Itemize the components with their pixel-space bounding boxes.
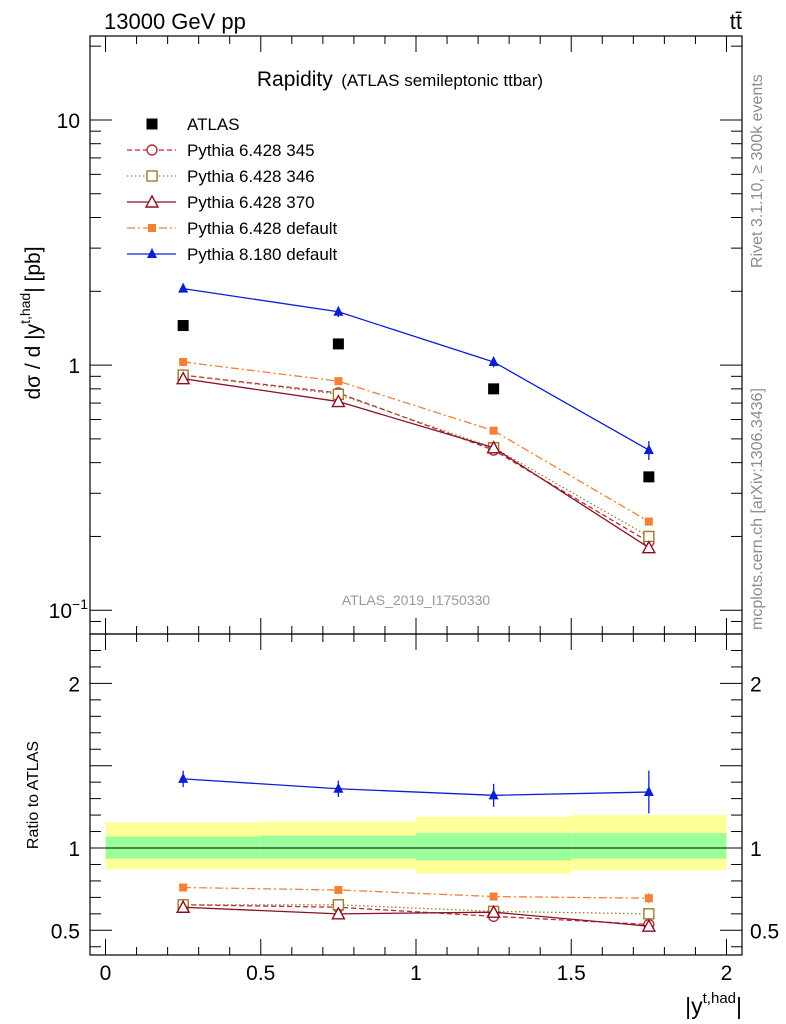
legend-marker-pythia-6-428-370 (144, 194, 160, 208)
legend-marker-pythia-8-180-default (147, 248, 157, 258)
point-atlas (643, 471, 655, 483)
x-tick-label: 0 (100, 962, 112, 985)
ratio-panel: 0 0.5 1 1.5 2 0.5 0.5 1 1 2 2 (51, 633, 779, 985)
legend-label-atlas: ATLAS (187, 115, 240, 134)
point-pythia-6-428-370 (175, 899, 191, 913)
series-line-pythia-8-180-default (183, 288, 650, 451)
point-pythia-6-428-370 (486, 904, 501, 918)
point-pythia-6-428-default (179, 883, 188, 892)
y-tick-label: 1 (68, 355, 80, 378)
ratio-y-axis-label: Ratio to ATLAS (25, 741, 42, 849)
analysis-watermark: ATLAS_2019_I1750330 (342, 592, 491, 608)
point-atlas (177, 320, 189, 332)
legend-label-pythia-6-428-346: Pythia 6.428 346 (187, 167, 315, 186)
point-atlas (488, 383, 500, 395)
point-pythia-6-428-346 (643, 908, 655, 920)
mcplots-label: mcplots.cern.ch [arXiv:1306.3436] (749, 388, 766, 630)
point-atlas (332, 338, 344, 350)
x-tick-label: 1.5 (557, 962, 586, 985)
point-pythia-8-180-default (488, 355, 499, 366)
ratio-y-tick-label-right: 2 (750, 673, 762, 696)
legend-label-pythia-6-428-default: Pythia 6.428 default (187, 219, 338, 238)
point-pythia-6-428-370 (486, 440, 501, 454)
energy-label: 13000 GeV pp (104, 9, 246, 34)
rivet-label: Rivet 3.1.10, ≥ 300k events (749, 74, 766, 268)
x-axis-label: |yt,had| (685, 990, 742, 1019)
point-pythia-6-428-default (489, 426, 498, 435)
series-line-pythia-8-180-default (183, 778, 649, 796)
series-line-pythia-6-428-346 (183, 904, 649, 915)
point-pythia-6-428-default (334, 885, 343, 894)
ratio-y-tick-label-right: 1 (750, 838, 762, 861)
series-line-pythia-6-428-346 (183, 374, 650, 538)
series-line-pythia-6-428-370 (183, 378, 650, 549)
y-tick-label: 10−1 (49, 596, 89, 623)
ratio-y-tick-label-left: 0.5 (51, 920, 80, 943)
point-pythia-6-428-default (644, 517, 653, 526)
series-line-pythia-6-428-345 (183, 374, 650, 543)
point-pythia-6-428-default (489, 892, 498, 901)
point-pythia-8-180-default (333, 782, 344, 793)
legend-label-pythia-6-428-370: Pythia 6.428 370 (187, 193, 315, 212)
point-pythia-8-180-default (178, 772, 189, 783)
ratio-y-tick-label-left: 2 (68, 673, 80, 696)
series-line-pythia-6-428-default (183, 886, 649, 899)
point-pythia-6-428-346 (643, 530, 655, 543)
x-tick-label: 0.5 (246, 962, 275, 985)
point-pythia-6-428-default (644, 894, 653, 903)
series-line-pythia-6-428-370 (183, 906, 649, 927)
point-pythia-6-428-370 (641, 918, 657, 932)
legend: ATLAS Pythia 6.428 345 Pythia 6.428 346 Pyt… (127, 115, 338, 264)
main-y-axis-label: dσ / d |yt,had| [pb] (17, 246, 45, 399)
series-line-pythia-6-428-345 (183, 904, 649, 926)
point-pythia-8-180-default (178, 282, 189, 293)
point-pythia-8-180-default (643, 444, 654, 455)
plot-title: Rapidity (ATLAS semileptonic ttbar) (257, 68, 543, 91)
point-pythia-6-428-default (179, 357, 188, 366)
legend-marker-pythia-6-428-345 (146, 144, 158, 156)
point-pythia-8-180-default (333, 305, 344, 316)
x-tick-label: 1 (410, 962, 422, 985)
y-tick-label: 10 (57, 110, 80, 133)
ratio-y-tick-label-right: 0.5 (750, 920, 779, 943)
legend-label-pythia-8-180-default: Pythia 8.180 default (187, 245, 338, 264)
x-tick-label: 2 (721, 962, 733, 985)
legend-marker-pythia-6-428-346 (146, 170, 158, 182)
point-pythia-6-428-370 (331, 906, 346, 920)
point-pythia-8-180-default (488, 789, 499, 800)
point-pythia-6-428-default (334, 377, 343, 386)
point-pythia-8-180-default (643, 786, 654, 797)
legend-marker-pythia-6-428-default (148, 224, 156, 232)
stat-uncertainty-band-1 (260, 835, 416, 859)
stat-uncertainty-band-2 (416, 833, 572, 861)
point-pythia-6-428-370 (331, 394, 346, 408)
point-pythia-6-428-370 (641, 540, 657, 554)
legend-marker-atlas (146, 118, 158, 130)
point-pythia-6-428-370 (175, 371, 191, 385)
series-line-pythia-6-428-default (183, 361, 650, 523)
process-label: tt̄ (730, 9, 742, 34)
legend-label-pythia-6-428-345: Pythia 6.428 345 (187, 141, 315, 160)
stat-uncertainty-band-3 (571, 833, 727, 859)
ratio-y-tick-label-left: 1 (68, 838, 80, 861)
